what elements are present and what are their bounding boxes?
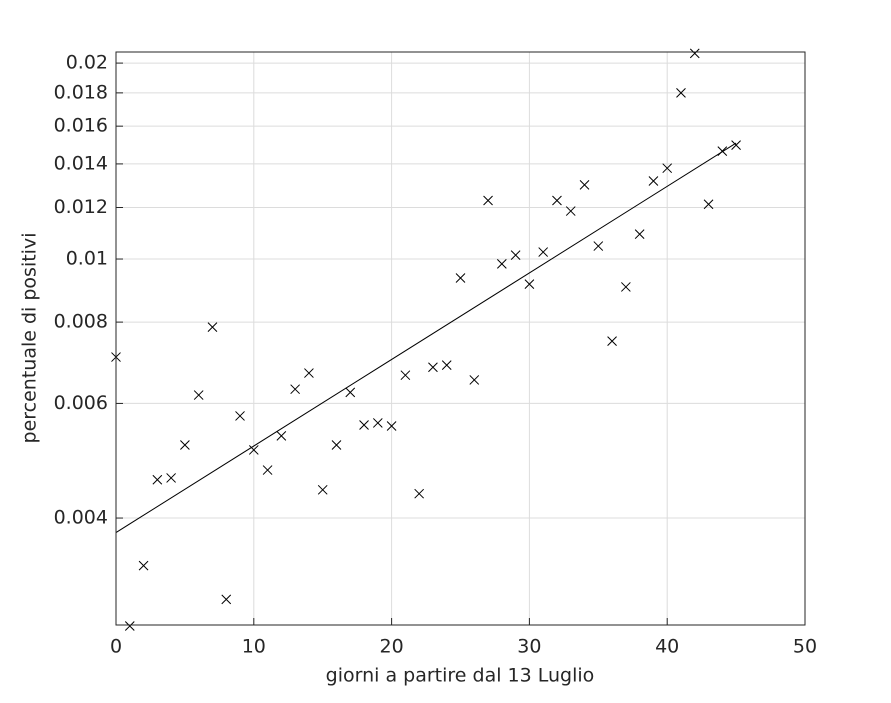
data-point — [731, 140, 741, 151]
data-point — [593, 241, 604, 251]
data-point — [538, 247, 549, 257]
data-point — [469, 375, 480, 385]
y-tick-label: 0.004 — [54, 507, 108, 529]
data-point — [276, 430, 287, 441]
data-point — [359, 420, 369, 430]
data-point — [689, 48, 700, 59]
axes-box — [115, 51, 806, 626]
data-point — [386, 421, 397, 431]
data-point — [607, 336, 617, 346]
data-point — [180, 440, 190, 450]
data-point — [290, 384, 300, 395]
x-tick-label: 20 — [380, 636, 404, 658]
data-point — [124, 621, 135, 631]
data-point — [152, 474, 163, 485]
data-point — [248, 445, 259, 455]
data-point — [304, 368, 314, 378]
data-point — [331, 440, 342, 450]
data-point — [483, 195, 493, 206]
data-point — [634, 229, 645, 240]
x-tick-label: 30 — [517, 636, 541, 658]
data-point — [648, 176, 659, 186]
data-point — [662, 163, 673, 174]
data-point — [193, 390, 204, 400]
data-point — [703, 199, 714, 210]
y-tick-label: 0.008 — [54, 311, 108, 333]
data-point — [345, 387, 356, 398]
x-tick-label: 50 — [793, 636, 817, 658]
data-point — [317, 484, 328, 495]
data-point — [496, 259, 507, 269]
data-point — [235, 411, 245, 421]
data-point — [428, 362, 438, 373]
data-point — [262, 465, 273, 475]
data-point — [676, 88, 686, 98]
data-point — [207, 322, 218, 332]
data-point — [565, 206, 576, 216]
x-axis-label: giorni a partire dal 13 Luglio — [326, 665, 595, 687]
data-point — [414, 488, 425, 499]
x-tick-label: 40 — [655, 636, 679, 658]
y-tick-label: 0.01 — [66, 248, 108, 270]
data-point — [455, 273, 466, 283]
data-point — [621, 282, 631, 292]
y-tick-label: 0.02 — [66, 52, 108, 74]
data-point — [552, 195, 562, 206]
data-point — [524, 279, 535, 289]
y-tick-label: 0.012 — [54, 196, 108, 218]
data-point — [221, 594, 232, 605]
y-tick-label: 0.006 — [54, 392, 108, 414]
data-point — [400, 370, 411, 381]
data-point — [510, 250, 521, 260]
y-axis-label: percentuale di positivi — [19, 233, 41, 444]
plot-area — [116, 52, 805, 625]
data-point — [138, 560, 149, 571]
fit-line — [115, 142, 737, 533]
data-point — [441, 360, 452, 371]
data — [111, 48, 741, 631]
x-tick-label: 0 — [110, 636, 122, 658]
y-tick-label: 0.016 — [54, 115, 108, 137]
y-tick-label: 0.018 — [54, 81, 108, 103]
data-point — [372, 418, 383, 428]
data-point — [579, 180, 590, 190]
data-point — [166, 473, 176, 483]
x-tick-label: 10 — [242, 636, 266, 658]
y-tick-label: 0.014 — [54, 152, 108, 174]
